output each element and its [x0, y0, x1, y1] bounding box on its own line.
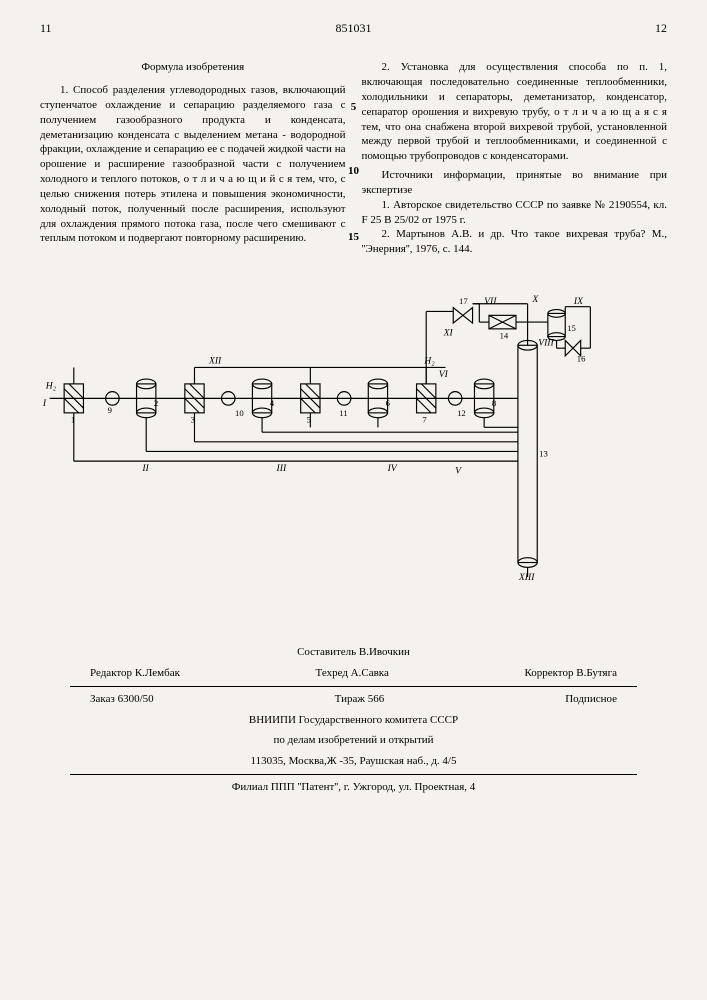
order-val: 6300/50	[118, 693, 154, 705]
roman-XII: XII	[208, 356, 222, 367]
num-6: 6	[386, 398, 391, 408]
org-line-2: по делам изобретений и открытий	[70, 730, 637, 751]
roman-I: I	[42, 398, 47, 409]
num-15: 15	[567, 323, 576, 333]
tirage-label: Тираж	[335, 693, 365, 705]
source-1: 1. Авторское свидетельство СССР по заявк…	[362, 198, 668, 228]
compiler-label: Составитель	[297, 646, 356, 658]
claim-2: 2. Установка для осуществления способа п…	[362, 60, 668, 164]
num-5: 5	[306, 415, 310, 425]
tech-name: А.Савка	[351, 667, 389, 679]
left-column: Формула изобретения 1. Способ разделения…	[40, 60, 350, 257]
address: 113035, Москва,Ж -35, Раушская наб., д. …	[70, 751, 637, 772]
num-2: 2	[154, 398, 158, 408]
editor-name: К.Лембак	[135, 667, 180, 679]
tirage-val: 566	[368, 693, 385, 705]
label-H2-right: H₂	[423, 356, 435, 367]
roman-VI: VI	[439, 369, 449, 380]
page-number-right: 12	[655, 20, 667, 36]
org-line-1: ВНИИПИ Государственного комитета СССР	[70, 710, 637, 731]
roman-III: III	[276, 463, 287, 474]
formula-title: Формула изобретения	[40, 60, 346, 75]
roman-IX: IX	[573, 296, 584, 307]
num-7: 7	[422, 415, 427, 425]
branch: Филиал ППП ''Патент'', г. Ужгород, ул. П…	[70, 777, 637, 798]
line-marker-15: 15	[348, 230, 359, 245]
roman-VII: VII	[484, 296, 497, 307]
num-17: 17	[459, 296, 468, 306]
label-H2-left: H₂	[45, 381, 57, 392]
document-number: 851031	[336, 20, 372, 36]
num-3: 3	[191, 415, 195, 425]
signed: Подписное	[565, 692, 617, 707]
num-16: 16	[577, 354, 586, 364]
num-14: 14	[500, 331, 509, 341]
num-13: 13	[539, 448, 548, 458]
order-label: Заказ	[90, 693, 115, 705]
process-diagram: H₂ H₂ I II III IV V VI VII VIII IX X XI …	[40, 287, 600, 587]
claim-1: 1. Способ разделения углеводородных газо…	[40, 83, 346, 246]
line-marker-5: 5	[351, 100, 357, 115]
num-9: 9	[108, 405, 112, 415]
text-columns: Формула изобретения 1. Способ разделения…	[40, 60, 667, 257]
num-11: 11	[339, 408, 347, 418]
corrector-name: В.Бутяга	[576, 667, 617, 679]
num-12: 12	[457, 408, 466, 418]
roman-II: II	[141, 463, 149, 474]
column-13	[518, 341, 537, 568]
sources-title: Источники информации, принятые во вниман…	[362, 168, 668, 198]
separator-15	[548, 310, 565, 341]
corrector-label: Корректор	[524, 667, 573, 679]
editor-label: Редактор	[90, 667, 132, 679]
tech-label: Техред	[316, 667, 348, 679]
roman-IV: IV	[387, 463, 398, 474]
roman-XIII: XIII	[518, 572, 535, 583]
num-10: 10	[235, 408, 244, 418]
page-number-left: 11	[40, 20, 52, 36]
roman-V: V	[455, 466, 462, 477]
num-1: 1	[71, 415, 75, 425]
line-marker-10: 10	[348, 164, 359, 179]
source-2: 2. Мартынов А.В. и др. Что такое вихрева…	[362, 227, 668, 257]
compiler-name: В.Ивочкин	[359, 646, 410, 658]
footer: Составитель В.Ивочкин Редактор К.Лембак …	[70, 642, 637, 798]
vortex-14	[489, 316, 516, 330]
valve-17	[453, 308, 472, 323]
right-column: 2. Установка для осуществления способа п…	[358, 60, 668, 257]
num-8: 8	[492, 398, 496, 408]
roman-VIII: VIII	[538, 337, 554, 348]
roman-XI: XI	[443, 328, 454, 339]
roman-X: X	[531, 294, 539, 305]
num-4: 4	[270, 398, 275, 408]
